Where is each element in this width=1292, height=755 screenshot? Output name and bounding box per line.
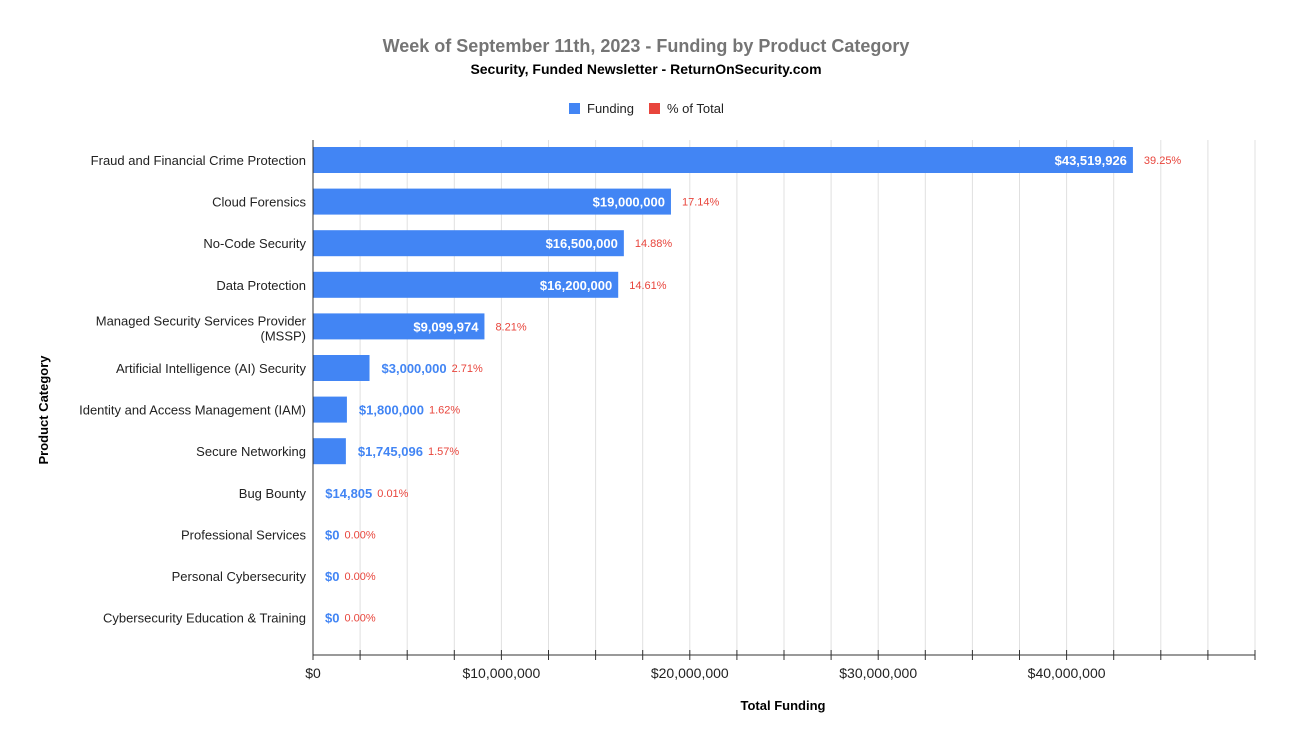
bar-funding	[313, 355, 370, 381]
bar-funding	[313, 438, 346, 464]
percent-label: 0.00%	[344, 529, 375, 541]
category-label-line: (MSSP)	[261, 328, 307, 343]
y-axis-title: Product Category	[36, 355, 51, 465]
x-axis-title: Total Funding	[741, 698, 826, 713]
category-label: Identity and Access Management (IAM)	[79, 403, 306, 418]
gridlines	[360, 140, 1255, 655]
category-label: Fraud and Financial Crime Protection	[91, 153, 306, 168]
category-label-line: Managed Security Services Provider	[96, 313, 307, 328]
value-label: $43,519,926	[1055, 153, 1127, 168]
percent-label: 1.62%	[429, 405, 460, 417]
category-label: Cloud Forensics	[212, 195, 306, 210]
category-label: Bug Bounty	[239, 486, 307, 501]
category-label: Artificial Intelligence (AI) Security	[116, 361, 307, 376]
x-tick-label: $10,000,000	[462, 665, 540, 681]
value-labels: $43,519,926 $19,000,000 $16,500,000 $16,200…	[325, 153, 1127, 626]
bar-funding	[313, 397, 347, 423]
legend: Funding % of Total	[569, 101, 724, 116]
chart-title: Week of September 11th, 2023 - Funding b…	[383, 36, 910, 56]
percent-label: 0.00%	[344, 571, 375, 583]
x-tick-label: $0	[305, 665, 321, 681]
percent-label: 0.01%	[377, 488, 408, 500]
value-label: $1,745,096	[358, 444, 423, 459]
category-label: Cybersecurity Education & Training	[103, 611, 306, 626]
category-label: Data Protection	[216, 278, 306, 293]
value-label: $16,200,000	[540, 278, 612, 293]
category-label: No-Code Security	[203, 236, 306, 251]
x-tick-label: $40,000,000	[1028, 665, 1106, 681]
legend-label-percent: % of Total	[667, 101, 724, 116]
legend-swatch-funding	[569, 103, 580, 114]
percent-label: 14.88%	[635, 238, 673, 250]
category-label: Secure Networking	[196, 444, 306, 459]
percent-label: 1.57%	[428, 446, 459, 458]
value-label: $0	[325, 569, 339, 584]
value-label: $0	[325, 611, 339, 626]
percent-label: 2.71%	[452, 363, 483, 375]
value-label: $19,000,000	[593, 195, 665, 210]
category-label: Professional Services	[181, 527, 306, 542]
percent-label: 14.61%	[629, 280, 667, 292]
category-label: Personal Cybersecurity	[172, 569, 307, 584]
value-label: $16,500,000	[546, 236, 618, 251]
value-label: $3,000,000	[382, 361, 447, 376]
category-label: Managed Security Services Provider(MSSP)	[96, 313, 307, 343]
percent-label: 39.25%	[1144, 155, 1182, 167]
percent-label: 8.21%	[495, 321, 526, 333]
value-label: $14,805	[325, 486, 372, 501]
percent-label: 0.00%	[344, 613, 375, 625]
value-label: $0	[325, 527, 339, 542]
chart-subtitle: Security, Funded Newsletter - ReturnOnSe…	[470, 61, 821, 77]
x-tick-label: $30,000,000	[839, 665, 917, 681]
bar-funding	[313, 147, 1133, 173]
percent-labels: 39.25% 17.14% 14.88% 14.61% 8.21% 2.71% 1.62% 1…	[344, 155, 1181, 625]
x-tick-label: $20,000,000	[651, 665, 729, 681]
value-label: $9,099,974	[413, 319, 479, 334]
value-label: $1,800,000	[359, 403, 424, 418]
category-labels: Fraud and Financial Crime Protection Clou…	[79, 153, 307, 626]
percent-label: 17.14%	[682, 197, 720, 209]
legend-label-funding: Funding	[587, 101, 634, 116]
legend-swatch-percent	[649, 103, 660, 114]
